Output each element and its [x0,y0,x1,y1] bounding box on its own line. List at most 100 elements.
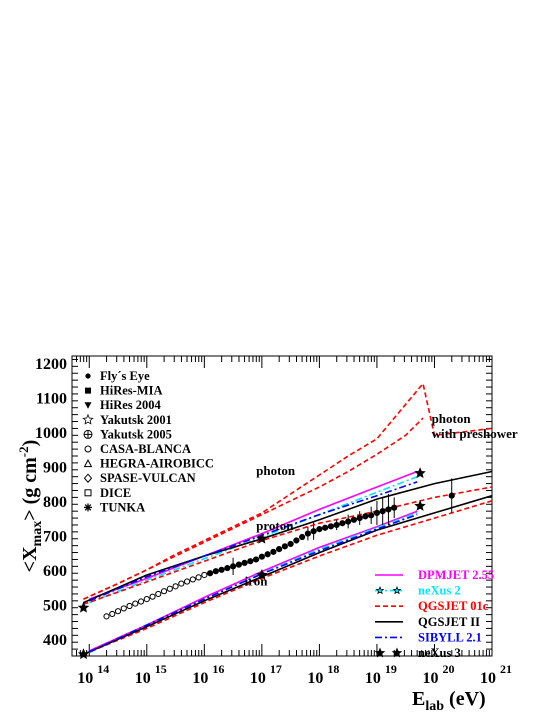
y-label-main: <X [19,546,41,572]
square-marker [85,387,91,394]
data-legend-label: HiRes 2004 [100,398,162,412]
measurement-point [247,558,254,565]
y-label-sub: max [30,521,45,547]
measurement-point [362,513,369,520]
model-legend-item: QGSJET II [375,615,480,629]
measurement-point [356,514,363,522]
model-curve [83,486,493,606]
model-curves [77,381,493,660]
data-legend-label: Yakutsk 2001 [100,413,172,427]
measurement-point [120,605,127,612]
measurement-point [281,543,288,550]
legend-star [392,586,402,595]
measurement-point [350,516,358,523]
measurement-point [229,563,237,570]
measurement-point [339,520,346,527]
data-legend-label: CASA-BLANCA [100,442,191,456]
x-tick-label: 10 [77,670,93,687]
legend-item-diamond-open: SPASE-VULCAN [83,471,196,485]
measurement-point [385,506,392,513]
y-label-rest: > (g cm [19,457,41,521]
measurement-point [195,574,202,581]
y-label-sup: -2 [16,446,31,457]
x-tick-labels: 10 14 10 15 10 16 10 17 10 18 10 19 10 20 10 21 [77,662,512,687]
y-tick-label: 900 [43,459,67,476]
measurement-point [241,559,248,566]
measurement-point [166,585,173,592]
legend-item-triangle-down: HiRes 2004 [84,398,162,412]
x-tick-exponent: 17 [270,662,282,676]
model-curve [83,500,493,656]
data-legend-label: Fly´s Eye [100,369,150,383]
measurement-point [253,556,260,563]
axis-ticks [72,356,492,657]
legend-item-dot: Fly´s Eye [85,369,150,383]
x-tick-label: 10 [422,670,438,687]
model-legend-item: QGSJET 01c [375,599,489,613]
legend-item-star-open: Yakutsk 2001 [82,413,172,427]
nexus3-star [256,568,268,580]
measurement-point [322,524,329,531]
measurement-point [310,528,317,535]
measurement-point [132,600,139,607]
x-tick-exponent: 19 [385,662,397,676]
measurement-point [224,564,231,572]
data-legend-label: HEGRA-AIROBICC [100,457,214,471]
measurement-point [183,578,191,585]
y-tick-label: 1100 [36,390,67,407]
measurement-point [270,548,277,555]
data-legend-label: SPASE-VULCAN [100,471,196,485]
measurement-point [293,537,300,544]
x-axis-label: Elab (eV) [412,688,486,713]
y-tick-label: 1200 [35,356,67,373]
legend-item-circle-open: CASA-BLANCA [84,442,191,456]
annotation: photon [256,463,296,478]
model-legend-label: DPMJET 2.55 [418,568,494,582]
nexus3-star [77,648,90,660]
y-tick-label: 600 [43,563,67,580]
measurement-point [276,546,283,553]
measurement-point [172,583,179,590]
model-legend-label: neXus 2 [418,584,461,598]
measurement-point [379,508,386,515]
legend-star [391,647,403,658]
measurement-point [149,593,156,600]
x-tick-exponent: 16 [212,662,224,676]
model-legend-item: SIBYLL 2.1 [375,630,482,644]
dot-marker [85,373,91,379]
annotation: iron [245,573,269,588]
measurement-point [201,571,208,579]
y-label-close: ) [19,440,41,447]
y-axis-label: <Xmax> (g cm-2) [16,440,45,573]
legend-item-cross-circle: Yakutsk 2005 [83,427,172,441]
measurement-point [206,570,214,577]
data-legend-label: Yakutsk 2005 [100,427,172,441]
measurement-point [109,610,116,618]
x-tick-exponent: 20 [442,662,454,676]
measurement-point [114,608,122,615]
measurement-point [448,492,455,499]
circle-open-marker [84,445,92,453]
square-open-marker [84,489,92,497]
measurement-point [333,521,340,529]
x-tick-exponent: 18 [327,662,339,676]
measurement-points [103,478,455,620]
plot-frame [71,355,493,657]
star-marker [82,413,94,425]
model-curve [88,513,418,653]
x-tick-label: 10 [480,670,496,687]
measurement-point [178,580,185,587]
measurement-point [189,576,196,583]
model-legend-item: neXus 3 [374,646,461,660]
x-label-sub: lab [425,699,444,713]
measurement-point [235,561,242,568]
model-curve [83,494,493,656]
measurement-point [160,588,168,595]
model-curve [83,381,493,600]
data-legend-label: TUNKA [100,500,145,514]
legend-item-square: HiRes-MIA [85,384,163,398]
